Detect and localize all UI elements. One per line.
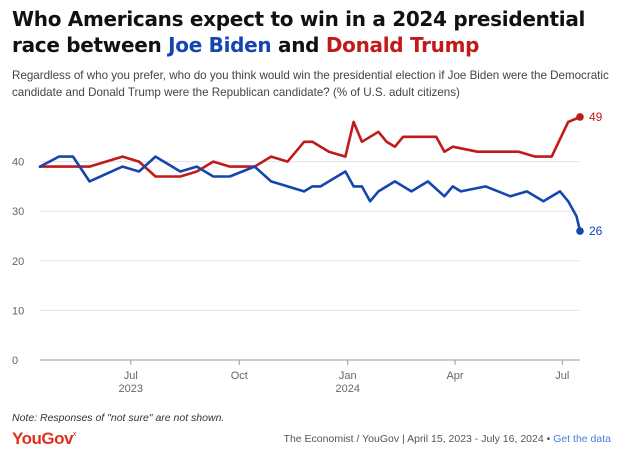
logo-text: YouGov <box>12 429 73 448</box>
joe-biden-end-point <box>576 227 584 235</box>
logo-mark: x <box>72 431 77 438</box>
y-tick-label: 30 <box>12 206 24 218</box>
x-tick-year-label: 2023 <box>119 383 143 395</box>
x-tick-label: Jan <box>339 370 357 382</box>
source-line: The Economist / YouGov | April 15, 2023 … <box>284 433 611 445</box>
x-tick-year-label: 2024 <box>335 383 359 395</box>
x-tick-label: Jul <box>124 370 138 382</box>
donald-trump-end-point <box>576 113 584 121</box>
title-trump: Donald Trump <box>325 33 480 57</box>
x-tick-label: Jul <box>555 370 569 382</box>
yougov-logo: YouGovx <box>12 429 76 449</box>
donald-trump-end-label: 49 <box>589 110 603 124</box>
x-tick-label: Oct <box>231 370 248 382</box>
joe-biden-line <box>38 155 582 233</box>
title-and: and <box>278 33 320 57</box>
y-tick-label: 20 <box>12 256 24 268</box>
title-line1: Who Americans expect to win in a 2024 pr… <box>12 7 586 31</box>
x-tick-label: Apr <box>446 370 463 382</box>
joe-biden-end-label: 26 <box>589 224 603 238</box>
chart-subtitle: Regardless of who you prefer, who do you… <box>12 69 609 99</box>
get-the-data-link[interactable]: Get the data <box>553 433 611 445</box>
chart-title: Who Americans expect to win in a 2024 pr… <box>12 6 612 58</box>
y-tick-label: 10 <box>12 305 24 317</box>
y-tick-label: 40 <box>12 157 24 169</box>
y-tick-label: 0 <box>12 355 18 367</box>
title-prefix: race between <box>12 33 162 57</box>
title-biden: Joe Biden <box>168 33 272 57</box>
source-text: The Economist / YouGov | April 15, 2023 … <box>283 433 551 445</box>
chart-note: Note: Responses of "not sure" are not sh… <box>12 412 225 424</box>
